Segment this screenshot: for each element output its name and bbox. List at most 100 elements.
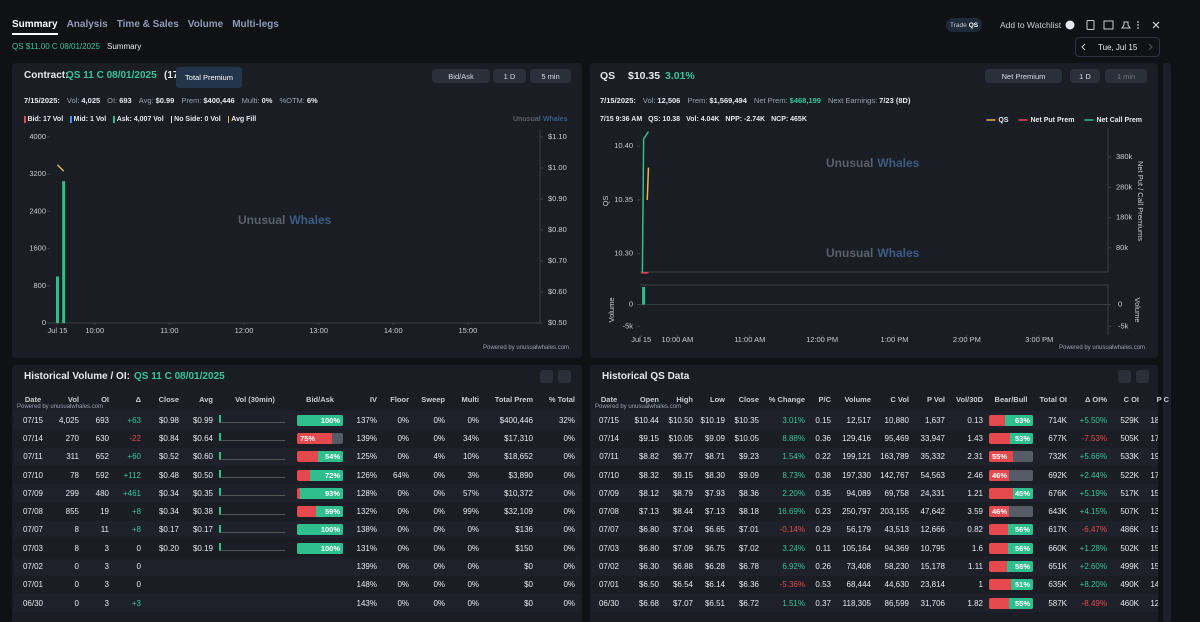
- cell: +5.19%: [1070, 489, 1110, 498]
- cell: $0.17: [144, 525, 182, 534]
- cell-text: 0: [74, 598, 79, 608]
- cell: 0: [52, 580, 82, 589]
- cell: 1.54%: [762, 452, 808, 461]
- tab[interactable]: Volume: [187, 19, 224, 30]
- trade-button[interactable]: Trade QS: [946, 18, 983, 32]
- column-header[interactable]: Open: [639, 394, 659, 404]
- cell: -5.36%: [762, 580, 808, 589]
- table-icon[interactable]: [540, 370, 553, 383]
- cell-text: 0: [74, 562, 79, 572]
- column-header[interactable]: Δ: [135, 394, 141, 404]
- cell: 3%: [448, 471, 482, 480]
- cell: 128%: [346, 489, 380, 498]
- cell-text: $8.30: [704, 470, 725, 480]
- scrollbar[interactable]: [1163, 63, 1171, 622]
- control[interactable]: 1 D: [493, 69, 526, 83]
- cell-text: 07/10: [598, 470, 620, 480]
- column-header[interactable]: % Total: [548, 394, 575, 404]
- column-header[interactable]: Sweep: [421, 394, 445, 404]
- close-icon[interactable]: [1150, 19, 1162, 31]
- cell-text: 86,599: [884, 598, 909, 608]
- control[interactable]: 1 min: [1105, 69, 1147, 83]
- tab[interactable]: Summary: [12, 19, 58, 35]
- tab[interactable]: Time & Sales: [116, 19, 179, 30]
- column-header[interactable]: Volume: [844, 394, 871, 404]
- cell-text: $10.35: [734, 415, 759, 425]
- cell: 54,563: [912, 471, 948, 480]
- cell: 129,416: [834, 434, 874, 443]
- cell: 24,331: [912, 489, 948, 498]
- tab[interactable]: Multi-legs: [232, 19, 279, 30]
- table-row: 07/02 $6.30 $6.88 $6.28 $6.78 6.92% 0.26 73,408…: [592, 557, 1158, 576]
- cell: $7.13: [696, 507, 728, 516]
- control[interactable]: 1 D: [1070, 69, 1100, 83]
- control[interactable]: 5 min: [530, 69, 571, 83]
- cell: +5.50%: [1070, 416, 1110, 425]
- column-header[interactable]: OI: [101, 394, 109, 404]
- control[interactable]: Bid/Ask: [432, 69, 490, 83]
- column-header[interactable]: Multi: [461, 394, 480, 404]
- column-header[interactable]: Close: [738, 394, 759, 404]
- column-header[interactable]: IV: [369, 394, 377, 404]
- date-picker[interactable]: [1075, 37, 1160, 57]
- tab[interactable]: Analysis: [66, 19, 108, 30]
- ratio-bar: 93%: [297, 487, 343, 499]
- column-header[interactable]: Total OI: [1039, 394, 1067, 404]
- cell-text: 139%: [356, 562, 377, 572]
- cell: $6.80: [626, 544, 662, 553]
- stat-value: 0%: [261, 96, 273, 105]
- cell: $6.68: [626, 599, 662, 608]
- cell: 505K: [1110, 434, 1142, 443]
- cell-text: $6.28: [704, 562, 725, 572]
- cell-text: 23,814: [920, 580, 945, 590]
- cell: 507K: [1110, 507, 1142, 516]
- table-icon[interactable]: [1118, 370, 1131, 383]
- column-header[interactable]: P Vol: [926, 394, 945, 404]
- stat-value: $400,446: [203, 96, 235, 105]
- cell-text: 1,637: [924, 415, 945, 425]
- ratio-fill: [318, 451, 343, 463]
- cell-text: $0.48: [158, 470, 179, 480]
- column-header[interactable]: Bear/Bull: [994, 394, 1028, 404]
- cell: 0.13: [948, 416, 986, 425]
- cell: 8: [52, 525, 82, 534]
- table-row: 07/10 78 592 +112 $0.48 $0.50 72% 126% 64% 0% 3% $3…: [14, 465, 580, 485]
- cell: -7.53%: [1070, 434, 1110, 443]
- column-header[interactable]: Date: [24, 394, 42, 404]
- column-header[interactable]: High: [676, 394, 693, 404]
- column-header[interactable]: Floor: [390, 394, 409, 404]
- ratio-bar: 56%: [989, 524, 1033, 536]
- prev-icon[interactable]: [1078, 41, 1090, 53]
- legend-item: No Side: 0 Vol: [170, 116, 221, 123]
- column-header[interactable]: C OI: [1123, 394, 1139, 404]
- cell-text: 0%: [433, 470, 445, 480]
- cell: 1.82: [948, 599, 986, 608]
- cell-text: 1: [978, 580, 983, 590]
- column-header[interactable]: Low: [710, 394, 725, 404]
- control[interactable]: Net Premium: [985, 69, 1062, 83]
- column-header[interactable]: Δ OI%: [1084, 394, 1107, 404]
- table-icon[interactable]: [1136, 370, 1149, 383]
- cell-text: $6.80: [638, 543, 659, 553]
- toolbar-icons[interactable]: [1064, 19, 1144, 31]
- column-header[interactable]: Bid/Ask: [306, 394, 334, 404]
- column-header[interactable]: Avg: [199, 394, 213, 404]
- next-icon[interactable]: [1144, 41, 1156, 53]
- column-header[interactable]: Close: [158, 394, 179, 404]
- column-header[interactable]: Date: [600, 394, 618, 404]
- column-header[interactable]: % Change: [768, 394, 805, 404]
- watchlist[interactable]: Add to Watchlist: [1000, 20, 1062, 30]
- cell: 0%: [380, 452, 412, 461]
- column-header[interactable]: C Vol: [890, 394, 909, 404]
- table-icon[interactable]: [558, 370, 571, 383]
- column-header[interactable]: P/C: [818, 394, 831, 404]
- column-header[interactable]: Total Prem: [494, 394, 533, 404]
- column-header[interactable]: Vol/30D: [956, 394, 983, 404]
- column-header[interactable]: Vol: [67, 394, 79, 404]
- cell-text: $32,109: [504, 507, 533, 517]
- cell-text: $0.84: [158, 433, 179, 443]
- column-header[interactable]: P C: [1156, 394, 1169, 404]
- cell-text: 07/01: [598, 580, 620, 590]
- column-header[interactable]: Vol (30min): [235, 394, 275, 404]
